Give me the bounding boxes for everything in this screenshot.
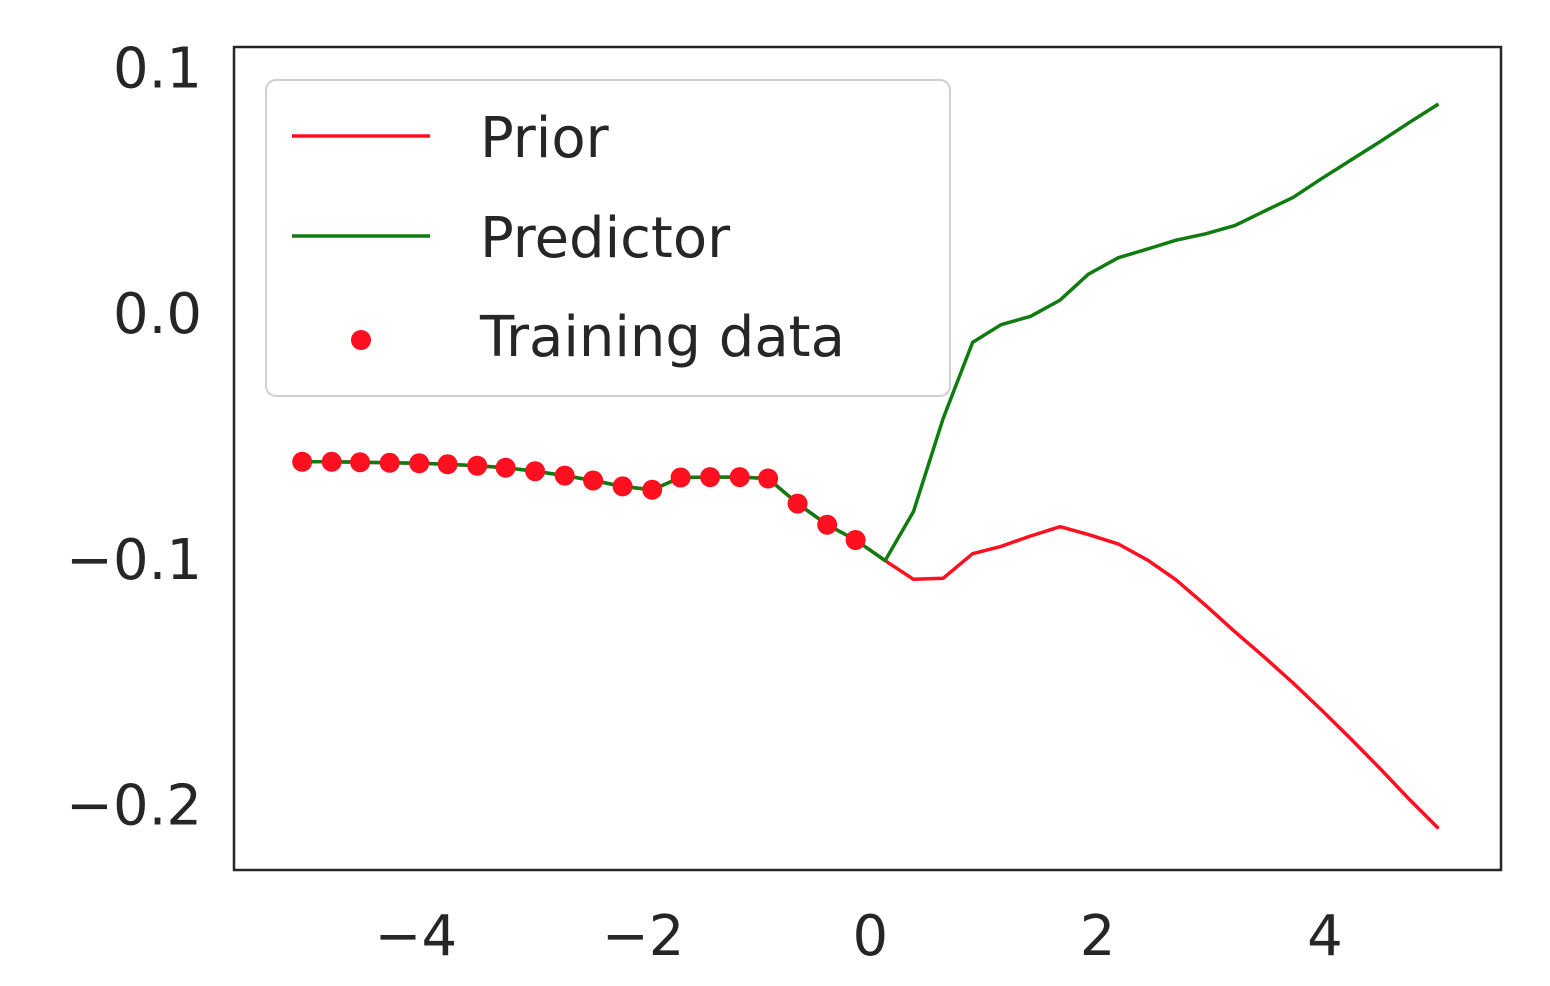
y-tick-label: 0.0	[113, 282, 202, 347]
data-point-training-data	[583, 470, 604, 491]
x-tick-label: 2	[1080, 904, 1116, 969]
legend-label-prior: Prior	[480, 106, 610, 171]
plot-area	[292, 102, 1440, 830]
data-point-training-data	[292, 451, 313, 472]
data-point-training-data	[554, 465, 575, 486]
data-point-training-data	[379, 452, 400, 473]
legend-swatch-training-data	[351, 330, 371, 350]
data-point-training-data	[612, 476, 633, 497]
data-point-training-data	[670, 467, 691, 488]
data-point-training-data	[321, 451, 342, 472]
data-point-training-data	[845, 530, 866, 550]
data-point-training-data	[525, 461, 546, 482]
x-tick-label: 4	[1307, 904, 1343, 969]
legend-frame	[265, 79, 951, 397]
series-line-predictor	[302, 102, 1440, 563]
axes-frame	[232, 45, 1503, 872]
data-point-training-data	[700, 467, 721, 488]
data-point-training-data	[817, 514, 838, 535]
data-point-training-data	[350, 452, 371, 473]
x-tick-label: −2	[602, 904, 685, 969]
data-point-training-data	[467, 455, 488, 476]
y-tick-label: −0.2	[66, 774, 202, 839]
data-point-training-data	[437, 454, 458, 475]
y-tick-label: −0.1	[66, 528, 202, 593]
data-point-training-data	[729, 467, 750, 488]
legend: Prior Predictor Training data	[265, 79, 951, 397]
data-point-training-data	[642, 479, 663, 500]
data-point-training-data	[409, 453, 430, 474]
x-axis-ticks: −4 −2 0 2 4	[375, 904, 1343, 969]
data-point-training-data	[758, 468, 779, 489]
legend-label-training-data: Training data	[479, 305, 845, 370]
data-point-training-data	[495, 457, 516, 478]
data-point-training-data	[787, 493, 808, 514]
x-tick-label: −4	[375, 904, 458, 969]
x-tick-label: 0	[852, 904, 888, 969]
y-axis-ticks: 0.1 0.0 −0.1 −0.2	[66, 36, 202, 838]
legend-label-predictor: Predictor	[480, 206, 731, 271]
y-tick-label: 0.1	[113, 36, 202, 101]
